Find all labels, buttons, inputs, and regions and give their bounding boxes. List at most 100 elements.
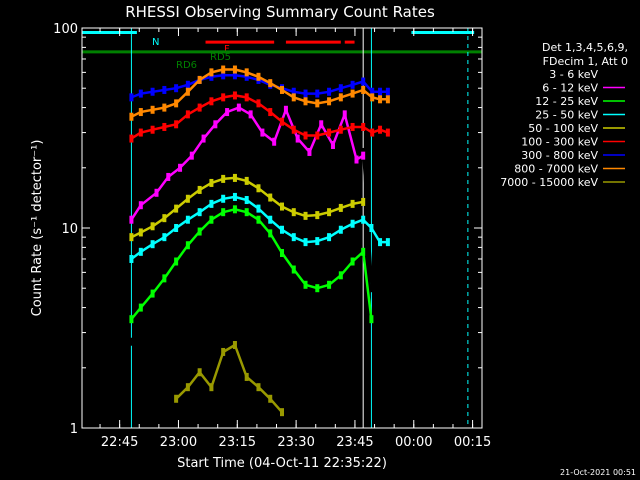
series-7-point-22: [378, 95, 383, 104]
series-2-point-18: [338, 271, 343, 280]
series-2-point-14: [291, 265, 296, 274]
legend-label-0: 3 - 6 keV: [549, 68, 598, 81]
series-6-point-21: [370, 87, 375, 96]
series-6-point-7: [209, 72, 214, 81]
series-8-point-6: [244, 372, 249, 381]
series-0-point-3: [154, 172, 159, 181]
series-6-point-5: [185, 80, 190, 89]
series-0-point-1: [138, 337, 143, 346]
series-2-point-11: [256, 215, 261, 224]
legend-label-6: 300 - 800 keV: [521, 149, 598, 162]
y-axis-label: Count Rate (s⁻¹ detector⁻¹): [30, 140, 45, 317]
series-3-point-6: [197, 208, 202, 217]
series-4-point-6: [197, 185, 202, 194]
series-5: [129, 91, 390, 143]
x-tick-label-6: 00:15: [454, 435, 491, 450]
series-1-point-0: [129, 215, 134, 224]
legend-label-3: 25 - 50 keV: [535, 109, 598, 122]
series-5-point-15: [303, 131, 308, 140]
series-1-point-16: [319, 120, 324, 129]
x-tick-label-2: 23:15: [219, 435, 256, 450]
series-5-point-1: [138, 128, 143, 137]
series-7-point-3: [162, 103, 167, 112]
series-1-point-17: [330, 141, 335, 150]
series-5-point-5: [185, 110, 190, 119]
series-6-point-3: [162, 85, 167, 94]
series-line-8: [175, 343, 283, 414]
series-2-point-1: [138, 303, 143, 312]
series-7-point-4: [174, 99, 179, 108]
series-2-point-12: [268, 229, 273, 238]
series-0-point-22: [370, 284, 375, 293]
series-1-point-5: [189, 151, 194, 160]
series-7-point-16: [315, 99, 320, 108]
series-1-point-12: [272, 137, 277, 146]
series-0-point-14: [283, 93, 288, 102]
series-5-point-9: [232, 91, 237, 100]
series-7-point-23: [385, 95, 390, 104]
series-4-point-20: [361, 197, 366, 206]
legend-header-0: Det 1,3,4,5,6,9,: [542, 41, 628, 54]
series-1-point-15: [307, 147, 312, 156]
series-3-point-16: [315, 237, 320, 246]
series-2-point-15: [303, 280, 308, 289]
series-3-point-2: [150, 240, 155, 249]
series-3-point-22: [378, 238, 383, 247]
series-7-point-6: [197, 75, 202, 84]
series-8-point-7: [256, 383, 261, 392]
series-1-point-11: [260, 128, 265, 137]
series-2-point-21: [369, 315, 374, 324]
series-3-point-5: [185, 215, 190, 224]
series-3-point-0: [129, 254, 134, 263]
series-3-point-12: [268, 215, 273, 224]
series-7-point-12: [268, 79, 273, 88]
series-5-point-13: [280, 117, 284, 126]
series-1-point-1: [138, 201, 143, 210]
series-0-point-10: [236, 93, 241, 102]
series-8-point-8: [268, 394, 273, 403]
series-7-point-21: [370, 93, 375, 102]
series-2-point-5: [185, 241, 190, 250]
series-2-point-0: [129, 315, 134, 324]
legend-header-1: FDecim 1, Att 0: [543, 55, 628, 68]
annotation-label-f: F: [224, 44, 230, 55]
series-4-point-8: [221, 174, 226, 183]
series-5-point-16: [315, 131, 320, 140]
series-0-point-23: [378, 287, 383, 296]
series-8-point-1: [185, 383, 190, 392]
series-2-point-17: [327, 280, 332, 289]
series-3-point-23: [385, 238, 390, 247]
series-5-point-17: [327, 128, 332, 137]
series-3-point-11: [256, 204, 261, 213]
series-5-point-11: [256, 99, 261, 108]
series-0-point-5: [178, 155, 183, 164]
series-7-point-17: [327, 97, 332, 106]
series-1-point-20: [361, 151, 366, 160]
series-6-point-4: [174, 84, 179, 93]
series-6-point-17: [327, 87, 332, 96]
legend-label-4: 50 - 100 keV: [528, 122, 598, 135]
series-0-point-0: [129, 337, 134, 346]
series-3-point-13: [280, 225, 284, 234]
series-layer: [129, 65, 390, 417]
series-2-point-8: [221, 208, 226, 217]
series-0-point-4: [166, 163, 171, 172]
axes: 22:45 23:00 23:15 23:30 23:45 00:00 00:15 1 10 10…: [53, 22, 491, 450]
legend-label-2: 12 - 25 keV: [535, 95, 598, 108]
series-3-point-15: [303, 238, 308, 247]
series-2-point-9: [232, 205, 237, 214]
series-4-point-17: [327, 208, 332, 217]
footer-timestamp: 21-Oct-2021 00:51: [560, 468, 636, 477]
series-5-point-12: [268, 108, 273, 117]
series-3-point-9: [232, 192, 237, 201]
series-1-point-10: [248, 110, 253, 119]
x-tick-label-5: 00:00: [395, 435, 432, 450]
series-2-point-13: [280, 248, 284, 257]
series-7-point-0: [129, 112, 134, 121]
series-0-point-13: [272, 128, 277, 137]
series-4-point-0: [129, 233, 134, 242]
series-3-point-20: [361, 215, 366, 224]
series-3-point-8: [221, 194, 226, 203]
series-2-point-4: [174, 257, 179, 266]
